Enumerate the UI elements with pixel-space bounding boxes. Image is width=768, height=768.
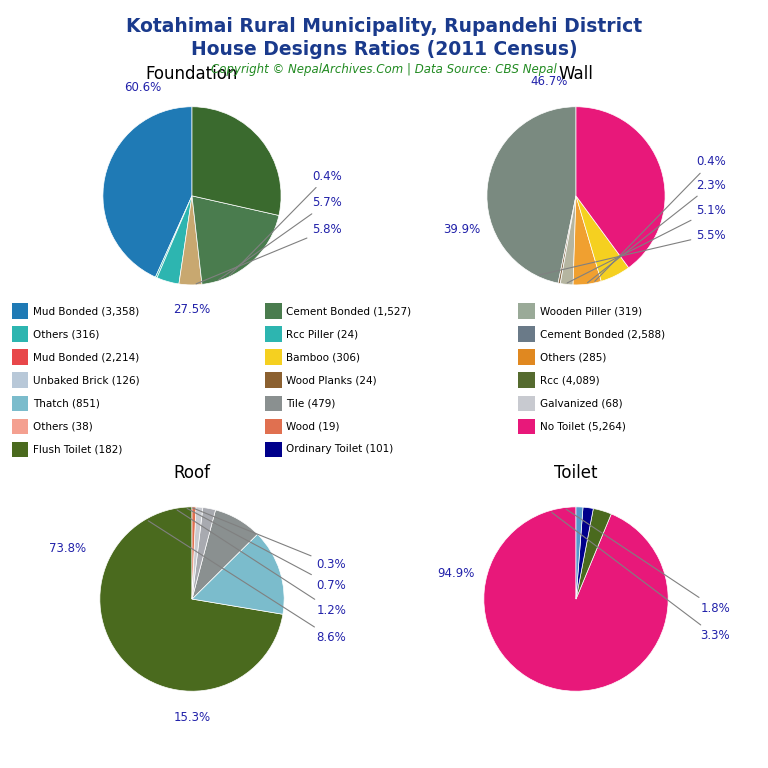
Text: Rcc Piller (24): Rcc Piller (24) <box>286 329 359 339</box>
Text: Mud Bonded (2,214): Mud Bonded (2,214) <box>33 352 139 362</box>
Text: Cement Bonded (1,527): Cement Bonded (1,527) <box>286 306 412 316</box>
Text: Ordinary Toilet (101): Ordinary Toilet (101) <box>286 444 394 455</box>
Wedge shape <box>484 507 668 691</box>
Text: Mud Bonded (3,358): Mud Bonded (3,358) <box>33 306 139 316</box>
Wedge shape <box>192 196 279 284</box>
Text: 94.9%: 94.9% <box>438 567 475 580</box>
Wedge shape <box>576 508 611 599</box>
Title: Wall: Wall <box>558 65 594 83</box>
Text: Flush Toilet (182): Flush Toilet (182) <box>33 444 122 455</box>
Wedge shape <box>576 196 629 281</box>
Title: Toilet: Toilet <box>554 465 598 482</box>
Text: Unbaked Brick (126): Unbaked Brick (126) <box>33 375 140 386</box>
Text: 0.3%: 0.3% <box>193 508 346 571</box>
Wedge shape <box>487 107 576 283</box>
Text: Wood (19): Wood (19) <box>286 421 340 432</box>
Text: House Designs Ratios (2011 Census): House Designs Ratios (2011 Census) <box>190 40 578 59</box>
Wedge shape <box>576 507 594 599</box>
Text: 5.7%: 5.7% <box>218 197 342 280</box>
Text: Tile (479): Tile (479) <box>286 398 336 409</box>
Title: Foundation: Foundation <box>146 65 238 83</box>
Text: 5.5%: 5.5% <box>539 229 726 275</box>
Text: 2.3%: 2.3% <box>588 179 726 283</box>
Wedge shape <box>103 107 192 277</box>
Wedge shape <box>192 535 284 614</box>
Text: Cement Bonded (2,588): Cement Bonded (2,588) <box>540 329 665 339</box>
Text: Wooden Piller (319): Wooden Piller (319) <box>540 306 642 316</box>
Text: 8.6%: 8.6% <box>148 521 346 644</box>
Text: 5.1%: 5.1% <box>567 204 726 283</box>
Wedge shape <box>576 107 665 268</box>
Text: 27.5%: 27.5% <box>174 303 210 316</box>
Wedge shape <box>561 196 576 285</box>
Wedge shape <box>179 196 202 285</box>
Wedge shape <box>192 507 196 599</box>
Title: Roof: Roof <box>174 465 210 482</box>
Text: 5.8%: 5.8% <box>196 223 342 284</box>
Text: 0.7%: 0.7% <box>187 508 346 591</box>
Wedge shape <box>192 507 203 599</box>
Wedge shape <box>558 196 576 283</box>
Text: Rcc (4,089): Rcc (4,089) <box>540 375 600 386</box>
Wedge shape <box>157 196 192 284</box>
Wedge shape <box>192 508 216 599</box>
Text: Others (285): Others (285) <box>540 352 606 362</box>
Text: Others (316): Others (316) <box>33 329 99 339</box>
Text: 3.3%: 3.3% <box>551 512 730 642</box>
Wedge shape <box>573 196 601 285</box>
Wedge shape <box>155 196 192 278</box>
Text: Thatch (851): Thatch (851) <box>33 398 100 409</box>
Text: Wood Planks (24): Wood Planks (24) <box>286 375 377 386</box>
Wedge shape <box>192 107 281 216</box>
Text: 0.4%: 0.4% <box>594 155 726 281</box>
Text: Bamboo (306): Bamboo (306) <box>286 352 360 362</box>
Wedge shape <box>100 507 283 691</box>
Text: 1.2%: 1.2% <box>177 510 346 617</box>
Text: No Toilet (5,264): No Toilet (5,264) <box>540 421 626 432</box>
Text: Galvanized (68): Galvanized (68) <box>540 398 623 409</box>
Text: 15.3%: 15.3% <box>174 710 210 723</box>
Text: 60.6%: 60.6% <box>124 81 161 94</box>
Text: Copyright © NepalArchives.Com | Data Source: CBS Nepal: Copyright © NepalArchives.Com | Data Sou… <box>211 63 557 76</box>
Text: Others (38): Others (38) <box>33 421 93 432</box>
Text: 73.8%: 73.8% <box>49 542 86 554</box>
Text: 0.4%: 0.4% <box>230 170 342 276</box>
Wedge shape <box>192 510 257 599</box>
Text: 1.8%: 1.8% <box>566 509 730 614</box>
Text: 39.9%: 39.9% <box>443 223 481 237</box>
Text: 46.7%: 46.7% <box>531 75 568 88</box>
Wedge shape <box>576 507 583 599</box>
Text: Kotahimai Rural Municipality, Rupandehi District: Kotahimai Rural Municipality, Rupandehi … <box>126 17 642 36</box>
